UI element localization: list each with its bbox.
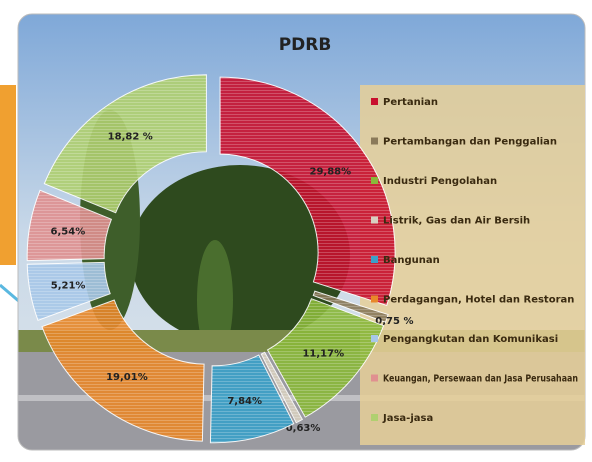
legend-label: Pertambangan dan Penggalian bbox=[383, 137, 557, 148]
legend-swatch bbox=[371, 177, 378, 184]
legend-label: Listrik, Gas dan Air Bersih bbox=[383, 216, 530, 227]
segment-texture bbox=[44, 74, 207, 213]
segment-texture bbox=[27, 190, 112, 261]
legend-box bbox=[360, 85, 585, 445]
legend-swatch bbox=[371, 216, 378, 224]
segment-texture bbox=[220, 77, 396, 306]
data-label: 7,84% bbox=[227, 396, 262, 407]
legend-swatch bbox=[371, 98, 378, 105]
segment-texture bbox=[267, 298, 384, 418]
data-label: 11,17% bbox=[302, 348, 344, 359]
data-label: 0,63% bbox=[286, 423, 321, 434]
legend-label: Pengangkutan dan Komunikasi bbox=[383, 334, 558, 345]
segment-texture bbox=[313, 291, 389, 323]
legend-label: Bangunan bbox=[383, 255, 440, 266]
legend-label: Industri Pengolahan bbox=[383, 176, 497, 187]
side-box bbox=[0, 85, 16, 265]
legend-swatch bbox=[371, 256, 378, 263]
data-label: 19,01% bbox=[106, 372, 148, 383]
data-label: 18,82 % bbox=[108, 131, 153, 142]
legend-label: Pertanian bbox=[383, 97, 438, 108]
legend-swatch bbox=[371, 374, 378, 382]
data-label: 5,21% bbox=[51, 281, 86, 292]
legend-label: Jasa-jasa bbox=[382, 413, 433, 424]
data-label: 0,75 % bbox=[375, 316, 413, 327]
legend-label: Keuangan, Persewaan dan Jasa Perusahaan bbox=[383, 374, 578, 385]
legend-swatch bbox=[371, 295, 378, 303]
data-label: 6,54% bbox=[51, 227, 86, 238]
legend-swatch bbox=[371, 414, 378, 421]
legend-label: Perdagangan, Hotel dan Restoran bbox=[383, 295, 574, 306]
segment-texture bbox=[27, 262, 111, 321]
segment-texture bbox=[210, 355, 294, 443]
chart-title: PDRB bbox=[279, 35, 332, 55]
segment-texture bbox=[261, 352, 303, 423]
legend-swatch bbox=[371, 335, 378, 342]
legend-swatch bbox=[371, 137, 378, 145]
data-label: 29,88% bbox=[309, 167, 351, 178]
segment-texture bbox=[41, 300, 205, 442]
